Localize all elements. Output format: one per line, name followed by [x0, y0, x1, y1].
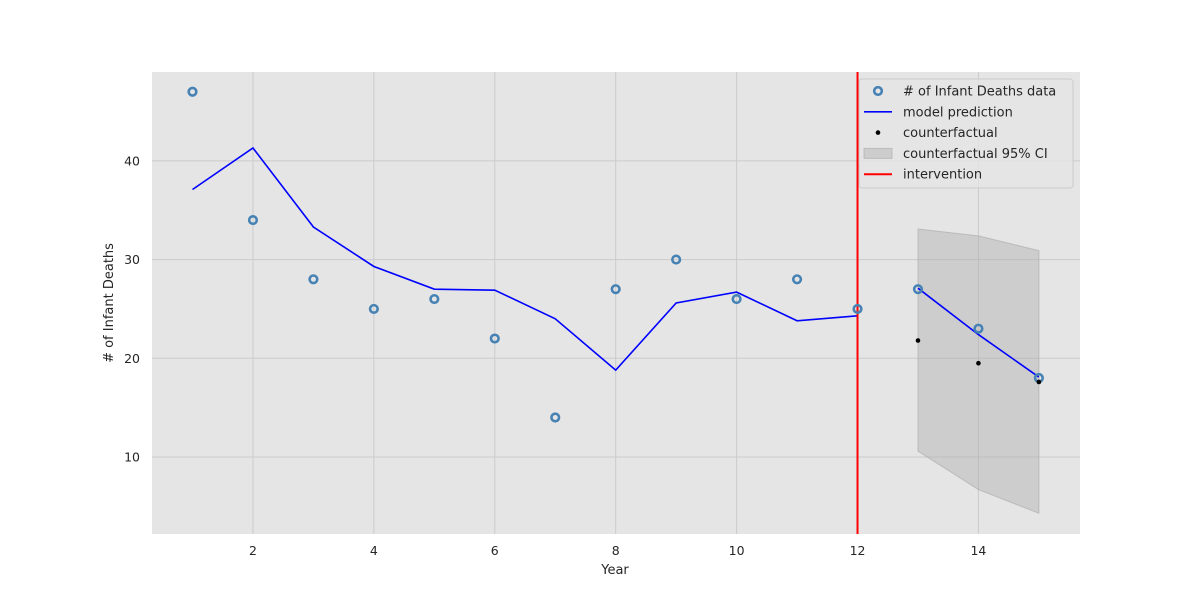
- x-tick-labels: 2 4 6 8 10 12 14: [249, 543, 986, 558]
- y-tick-label: 10: [124, 450, 140, 465]
- data-point: [429, 293, 440, 305]
- y-tick-labels: 10 20 30 40: [124, 153, 140, 464]
- x-tick-label: 14: [970, 543, 986, 558]
- data-point: [791, 274, 803, 285]
- x-tick-label: 4: [370, 543, 378, 558]
- x-tick-label: 8: [612, 543, 620, 558]
- counterfactual-layer: [915, 338, 1042, 385]
- legend-marker-data: [872, 85, 884, 97]
- x-tick-label: 10: [729, 543, 745, 558]
- model-line-layer: [192, 146, 1040, 378]
- legend-label: # of Infant Deaths data: [903, 85, 1056, 100]
- counterfactual-point: [1036, 379, 1042, 385]
- data-point: [368, 303, 379, 315]
- x-tick-label: 2: [249, 543, 257, 558]
- data-point: [308, 274, 319, 285]
- counterfactual-point: [976, 360, 981, 366]
- legend-marker-ci: [863, 147, 893, 159]
- data-point: [671, 254, 682, 265]
- x-tick-label: 6: [491, 543, 499, 558]
- y-axis-label: # of Infant Deaths: [102, 243, 117, 363]
- ci-band-layer: [917, 228, 1040, 515]
- legend-label: counterfactual: [903, 126, 998, 141]
- model-line-pre: [192, 146, 858, 372]
- data-point: [852, 303, 863, 315]
- legend-box: [858, 78, 1074, 189]
- x-axis-label: Year: [600, 563, 629, 578]
- model-line-post: [917, 287, 1040, 378]
- data-point: [610, 284, 621, 295]
- legend-marker-counterfactual: [875, 130, 881, 135]
- y-tick-label: 40: [124, 153, 140, 168]
- data-point: [912, 284, 924, 295]
- legend-label: intervention: [903, 168, 982, 183]
- legend: # of Infant Deaths data model prediction c…: [858, 78, 1074, 189]
- ci-band: [917, 228, 1040, 515]
- data-point: [550, 412, 561, 423]
- x-tick-label: 12: [850, 543, 866, 558]
- data-points-layer: [187, 86, 1044, 423]
- y-tick-label: 20: [124, 351, 140, 366]
- data-point: [973, 323, 984, 334]
- data-point: [489, 333, 500, 344]
- data-point: [731, 293, 742, 305]
- legend-label: model prediction: [903, 105, 1013, 120]
- data-point: [247, 214, 259, 226]
- counterfactual-point: [915, 338, 921, 343]
- data-point: [187, 86, 198, 97]
- y-tick-label: 30: [124, 252, 140, 267]
- legend-label: counterfactual 95% CI: [903, 147, 1048, 162]
